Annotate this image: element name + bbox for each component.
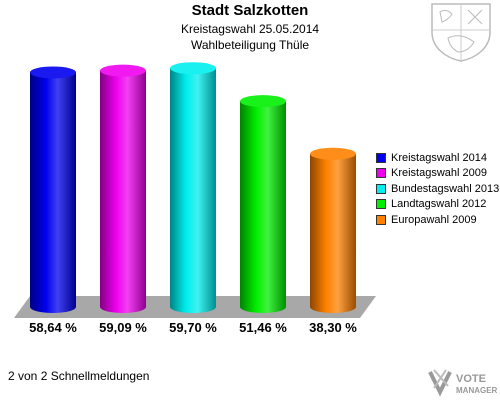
chart-subtitle: Kreistagswahl 25.05.2014	[180, 22, 320, 36]
legend-item-4: Landtagswahl 2012	[376, 197, 499, 213]
bar-cap-4	[240, 95, 286, 108]
logo-line1: VOTE	[456, 373, 486, 385]
value-label-4: 51,46 %	[239, 320, 287, 335]
chart-subtitle-participation: Wahlbeteiligung Thüle	[190, 38, 310, 52]
bar-4	[240, 95, 286, 313]
legend-label: Landtagswahl 2012	[391, 198, 487, 211]
bar-5	[310, 147, 356, 313]
bar-cap-5	[310, 147, 356, 160]
legend-label: Kreistagswahl 2009	[391, 167, 488, 180]
chart-title: Stadt Salzkotten	[191, 2, 309, 19]
legend-swatch	[376, 183, 386, 194]
logo-line2: MANAGER	[456, 386, 498, 395]
value-label-5: 38,30 %	[309, 320, 357, 335]
legend-label: Bundestagswahl 2013	[391, 182, 500, 195]
legend-label: Kreistagswahl 2014	[391, 151, 488, 164]
legend-item-3: Bundestagswahl 2013	[376, 181, 499, 197]
bar-2	[100, 64, 146, 313]
legend-swatch	[376, 214, 386, 225]
bar-cap-3	[170, 62, 216, 75]
legend-item-1: Kreistagswahl 2014	[376, 150, 499, 166]
vote-manager-logo: VOTE MANAGER	[428, 369, 498, 397]
legend-swatch	[376, 199, 386, 210]
bar-cap-2	[100, 64, 146, 77]
coat-of-arms-icon	[431, 3, 491, 62]
legend-swatch	[376, 152, 386, 163]
legend-item-5: Europawahl 2009	[376, 212, 499, 228]
bar-cap-1	[30, 66, 76, 79]
legend-swatch	[376, 168, 386, 179]
value-label-3: 59,70 %	[169, 320, 217, 335]
bar-1	[30, 66, 76, 313]
legend-item-2: Kreistagswahl 2009	[376, 166, 499, 182]
legend-label: Europawahl 2009	[391, 213, 477, 226]
bar-3	[170, 62, 216, 313]
footer-text: 2 von 2 Schnellmeldungen	[8, 369, 150, 383]
value-label-1: 58,64 %	[29, 320, 77, 335]
chart-legend: Kreistagswahl 2014 Kreistagswahl 2009 Bund…	[376, 150, 499, 228]
value-label-2: 59,09 %	[99, 320, 147, 335]
